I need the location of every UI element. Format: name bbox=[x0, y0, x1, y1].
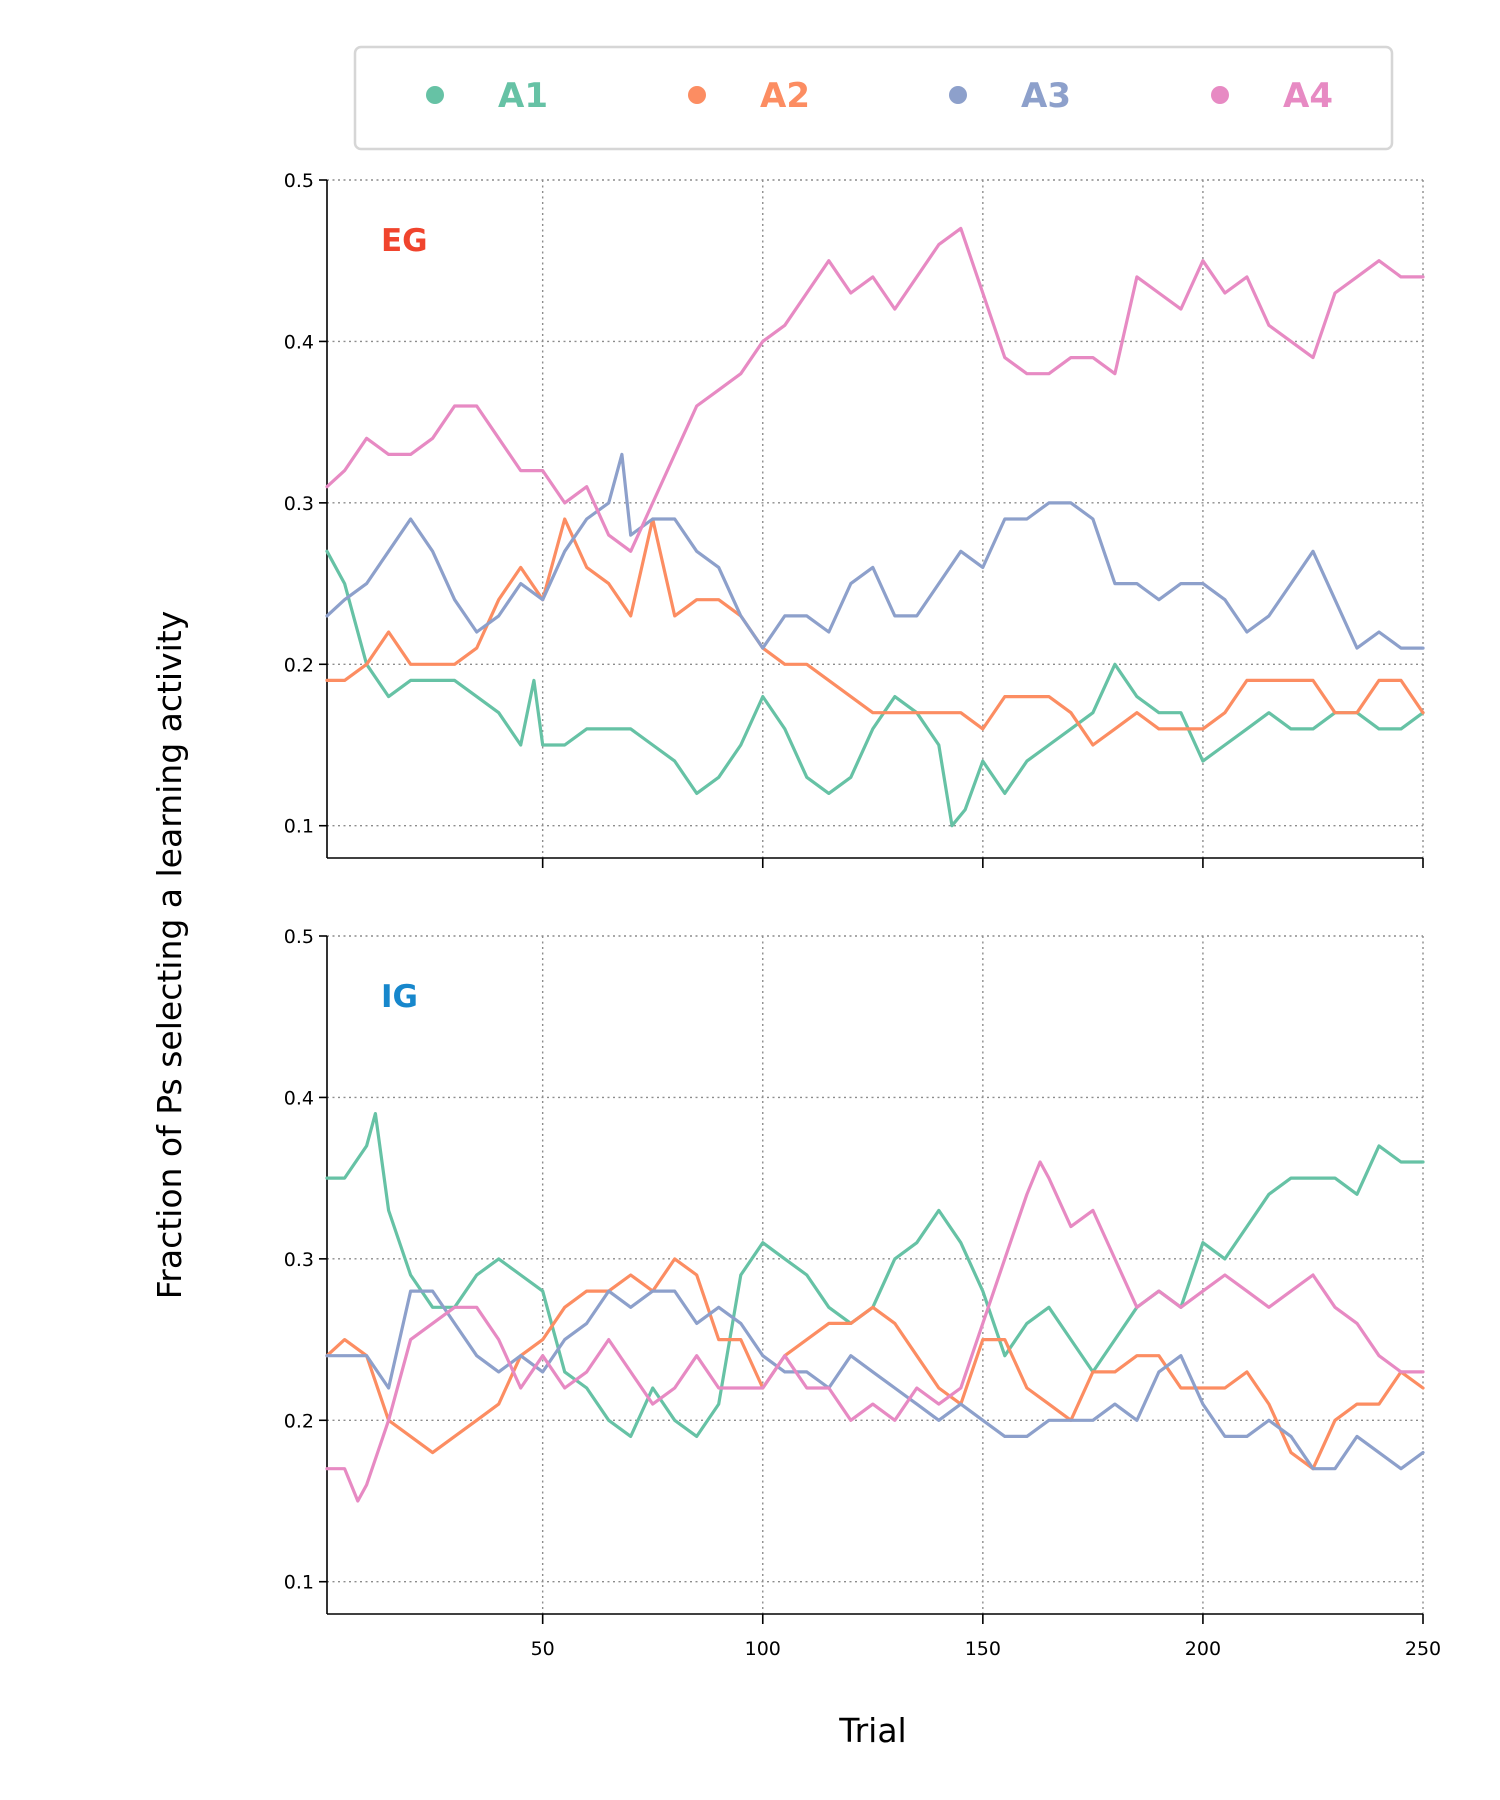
x-tick-label: 50 bbox=[531, 1638, 555, 1660]
panel-label-eg: EG bbox=[381, 223, 428, 259]
x-tick-label: 100 bbox=[745, 1638, 781, 1660]
legend-label-a1: A1 bbox=[498, 76, 548, 116]
panel-label-ig: IG bbox=[381, 979, 418, 1015]
x-axis-title: Trial bbox=[838, 1711, 906, 1750]
series-line-a3 bbox=[325, 452, 1425, 650]
y-tick-label: 0.4 bbox=[284, 1087, 314, 1109]
y-tick-label: 0.2 bbox=[284, 654, 314, 676]
y-tick-label: 0.5 bbox=[284, 926, 314, 948]
legend-frame bbox=[353, 45, 1394, 151]
legend-marker-a4 bbox=[1211, 86, 1229, 104]
series-line-a2 bbox=[325, 517, 1425, 747]
y-tick-label: 0.1 bbox=[284, 1572, 314, 1594]
panels: 0.1 0.2 0.3 0.4 0.5 EG 0.1 0.2 0.3 0.4 0.5 50 100 150… bbox=[284, 170, 1441, 1660]
panel-ig: 0.1 0.2 0.3 0.4 0.5 50 100 150 200 250 IG bbox=[284, 926, 1441, 1660]
x-tick-label: 250 bbox=[1405, 1638, 1441, 1660]
y-tick-label: 0.3 bbox=[284, 1249, 314, 1271]
legend-label-a3: A3 bbox=[1021, 76, 1071, 116]
panel-eg: 0.1 0.2 0.3 0.4 0.5 EG bbox=[284, 170, 1425, 868]
series-line-a4 bbox=[325, 1160, 1425, 1503]
legend-label-a4: A4 bbox=[1283, 76, 1333, 116]
y-tick-label: 0.3 bbox=[284, 493, 314, 515]
series-line-a3 bbox=[325, 1289, 1425, 1471]
legend-label-a2: A2 bbox=[760, 76, 810, 116]
y-tick-label: 0.5 bbox=[284, 170, 314, 192]
legend-entries: A1 A2 A3 A4 bbox=[426, 76, 1333, 116]
x-tick-label: 150 bbox=[965, 1638, 1001, 1660]
series-line-a2 bbox=[325, 1257, 1425, 1471]
y-tick-label: 0.1 bbox=[284, 816, 314, 838]
series-line-a1 bbox=[325, 549, 1425, 828]
x-tick-label: 200 bbox=[1185, 1638, 1221, 1660]
legend-marker-a1 bbox=[426, 86, 444, 104]
legend-marker-a2 bbox=[688, 86, 706, 104]
legend: A1 A2 A3 A4 bbox=[353, 45, 1394, 151]
y-tick-label: 0.2 bbox=[284, 1410, 314, 1432]
y-axis-title: Fraction of Ps selecting a learning acti… bbox=[150, 611, 189, 1300]
series-line-a4 bbox=[325, 226, 1425, 553]
legend-marker-a3 bbox=[949, 86, 967, 104]
y-tick-label: 0.4 bbox=[284, 331, 314, 353]
